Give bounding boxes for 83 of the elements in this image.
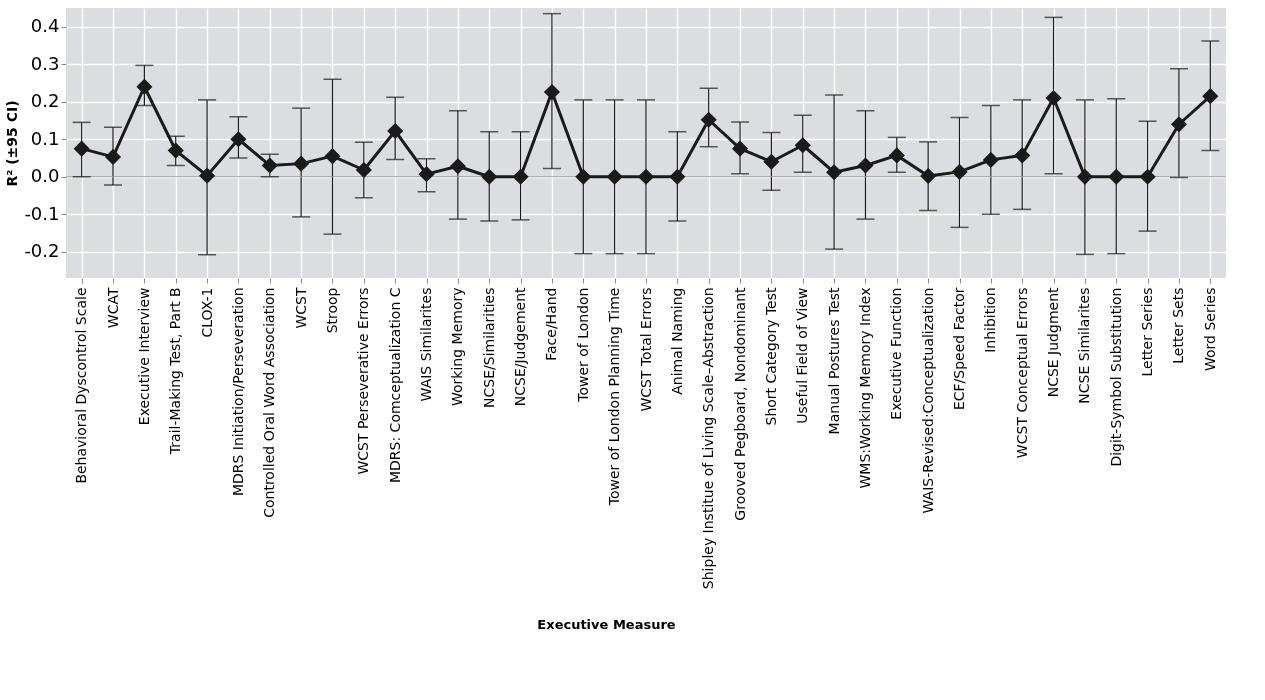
x-tick-label: Stroop: [323, 287, 340, 334]
x-tick-label: Letter Sets: [1170, 287, 1187, 364]
x-tick-label: Letter Series: [1139, 287, 1156, 377]
y-tick-label: 0.0: [30, 165, 60, 187]
point: [1139, 168, 1156, 185]
point: [669, 168, 686, 185]
point: [888, 147, 905, 164]
point: [104, 148, 122, 165]
point: [1014, 147, 1031, 164]
y-tick-label: 0.2: [30, 90, 60, 112]
point: [355, 161, 372, 179]
point: [543, 83, 561, 101]
x-tick-label: NCSE/Judgement: [512, 286, 529, 407]
point: [731, 140, 749, 157]
x-tick-label: Word Series: [1201, 287, 1218, 371]
point: [481, 168, 498, 185]
x-tick-label: WCST Conceptual Errors: [1013, 287, 1030, 459]
x-tick-label: Executive Interview: [135, 287, 152, 426]
point: [512, 168, 529, 185]
x-tick-label: CLOX-1: [198, 287, 215, 338]
y-tick-label: 0.1: [30, 127, 60, 149]
point: [637, 168, 655, 185]
x-tick-label: WCST Total Errors: [637, 287, 654, 412]
point: [920, 167, 937, 185]
point: [418, 166, 435, 183]
point: [1108, 168, 1125, 185]
point: [826, 164, 843, 181]
x-tick-label: Tower of London: [574, 287, 591, 403]
x-tick-label: WCST: [292, 287, 309, 329]
point: [261, 157, 278, 174]
x-tick-label: WAIS-Revised:Conceptualization: [919, 287, 936, 514]
x-tick-label: WAIS Similarites: [418, 287, 435, 402]
x-tick-label: WCST Perseverative Errors: [355, 287, 372, 475]
point: [700, 111, 717, 128]
point: [606, 168, 623, 185]
x-tick-label: Manual Postures Test: [825, 287, 842, 435]
x-tick-label: WMS:Working Memory Index: [856, 287, 873, 489]
point: [1170, 116, 1188, 133]
x-tick-label: Shipley Institue of Living Scale–Abstraction: [700, 287, 717, 590]
y-axis-title: R² (±95 CI): [4, 100, 21, 187]
point: [387, 122, 404, 140]
point: [199, 167, 216, 184]
point: [951, 163, 968, 180]
x-tick-label: WCAT: [104, 287, 121, 329]
x-tick-label: MDRS Initiation/Perseveration: [229, 287, 246, 497]
x-tick-label: NCSE Similarites: [1076, 287, 1093, 404]
y-tick-label: -0.1: [24, 202, 60, 224]
x-tick-label: MDRS: Comceptualization C: [386, 287, 403, 484]
x-tick-label: Behavioral Dyscontrol Scale: [73, 287, 90, 484]
x-tick-label: Animal Naming: [668, 287, 685, 395]
point: [763, 153, 780, 170]
x-tick-label: Executive Function: [888, 287, 905, 420]
x-tick-label: Tower of London Planning Time: [606, 287, 623, 507]
x-tick-label: Inhibition: [982, 287, 999, 353]
x-tick-label: Face/Hand: [543, 287, 560, 361]
point: [1045, 89, 1062, 107]
y-tick-label: 0.3: [30, 52, 60, 74]
point: [230, 131, 247, 148]
point: [857, 157, 874, 174]
y-tick-label: 0.4: [30, 15, 60, 37]
x-tick-label: ECF/Speed Factor: [951, 287, 968, 411]
x-tick-label: Useful Field of View: [794, 287, 811, 424]
x-tick-label: Digit-Symbol Substitution: [1107, 287, 1124, 467]
y-tick-label: -0.2: [24, 240, 60, 262]
point: [324, 148, 341, 165]
point: [449, 158, 466, 175]
point: [167, 142, 184, 159]
point: [1076, 168, 1093, 185]
x-tick-label: Controlled Oral Word Association: [261, 287, 278, 518]
point: [794, 137, 811, 154]
x-tick-label: Trail-Making Test, Part B: [167, 287, 184, 456]
point: [73, 140, 90, 157]
point: [293, 155, 310, 172]
x-tick-label: Grooved Pegboard, Nondominant: [731, 286, 748, 521]
x-tick-label: NCSE Judgment: [1045, 287, 1062, 398]
x-tick-label: Short Category Test: [762, 287, 779, 426]
point: [982, 151, 999, 168]
point: [136, 78, 153, 95]
x-tick-label: NCSE/Similarities: [480, 287, 497, 408]
x-tick-label: Working Memory: [449, 287, 466, 406]
point: [575, 168, 592, 185]
point: [1202, 88, 1219, 105]
x-axis-title: Executive Measure: [537, 616, 676, 632]
